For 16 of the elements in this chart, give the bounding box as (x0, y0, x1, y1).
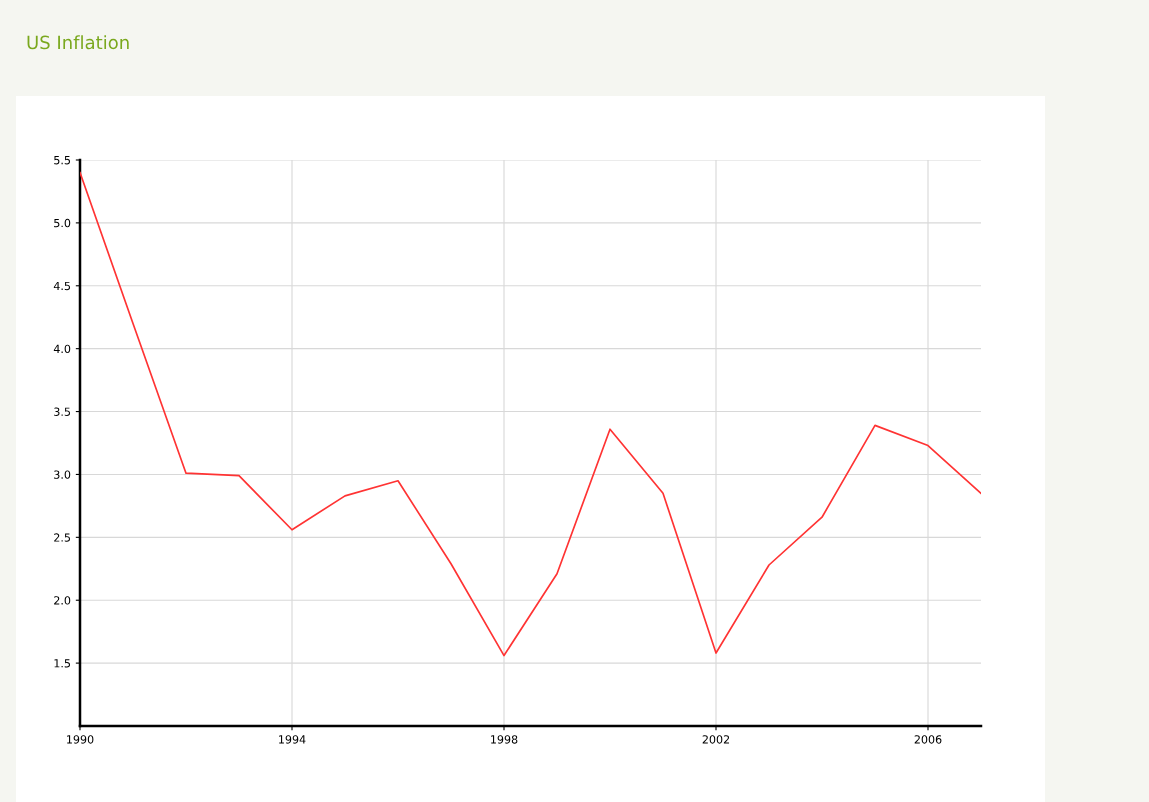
y-tick-label: 4.0 (53, 344, 71, 354)
x-tick-label: 2002 (702, 735, 730, 744)
y-tick-label: 4.5 (53, 281, 70, 291)
x-tick-label: 2006 (914, 735, 942, 744)
x-tick-label: 1994 (279, 735, 306, 744)
y-tick-label: 1.5 (54, 659, 70, 668)
y-tick-label: 3.0 (54, 470, 71, 479)
y-tick-label: 2.0 (54, 596, 71, 605)
y-tick-label: 3.5 (54, 407, 70, 416)
y-tick-label: 5.0 (54, 218, 71, 228)
line-series (80, 171, 981, 657)
y-tick-label: 5.5 (54, 156, 70, 165)
chart-title: US Inflation (27, 35, 129, 50)
x-tick-label: 1990 (67, 735, 94, 744)
x-tick-label: 1998 (491, 735, 518, 744)
y-tick-label: 2.5 (54, 533, 70, 542)
